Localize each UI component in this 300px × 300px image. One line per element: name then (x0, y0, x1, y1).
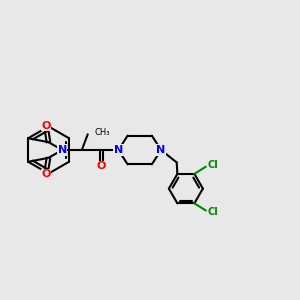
Text: N: N (58, 145, 67, 155)
Text: O: O (41, 121, 50, 131)
Text: N: N (114, 145, 123, 155)
Text: O: O (97, 161, 106, 171)
Text: Cl: Cl (208, 207, 218, 217)
Text: N: N (156, 145, 166, 155)
Text: Cl: Cl (208, 160, 218, 170)
Text: CH₃: CH₃ (95, 128, 110, 137)
Text: O: O (41, 169, 50, 179)
